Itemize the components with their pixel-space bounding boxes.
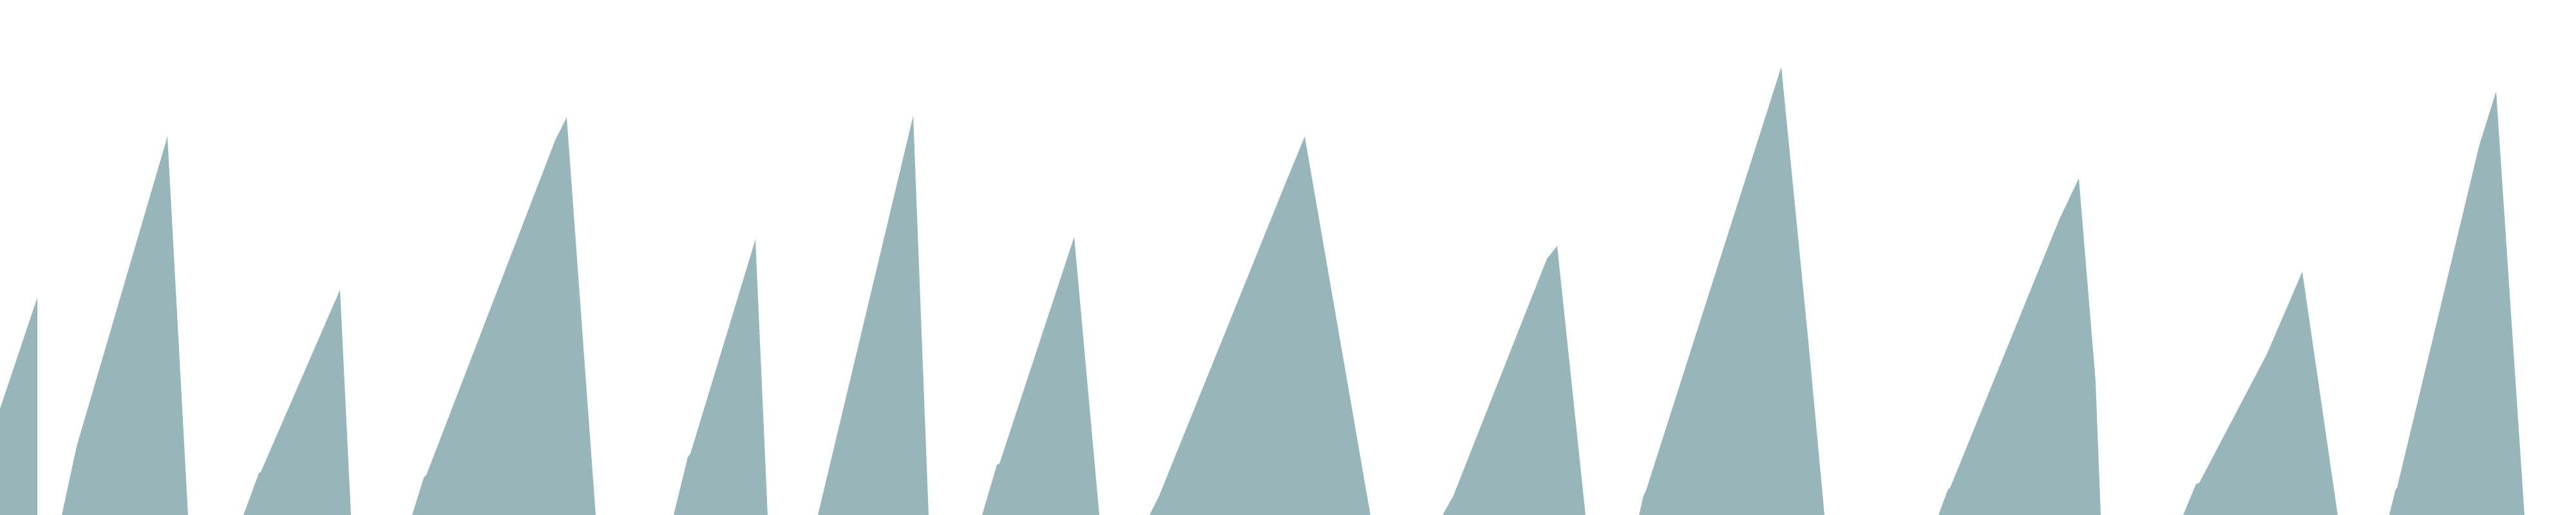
spike-shape <box>674 239 768 515</box>
spike-shape <box>1150 136 1370 515</box>
spike-shape <box>412 117 596 515</box>
spike-shape <box>1639 67 1824 515</box>
spike-group <box>0 67 2524 515</box>
spike-shape <box>1443 246 1586 515</box>
spike-shape <box>1938 178 2101 515</box>
spike-shape <box>818 116 929 515</box>
spike-shape <box>2389 91 2524 515</box>
spike-shape <box>2183 272 2338 515</box>
spike-shape <box>982 237 1099 515</box>
spike-shape <box>62 136 188 515</box>
spike-shape <box>0 297 37 515</box>
spike-shape <box>243 290 351 515</box>
